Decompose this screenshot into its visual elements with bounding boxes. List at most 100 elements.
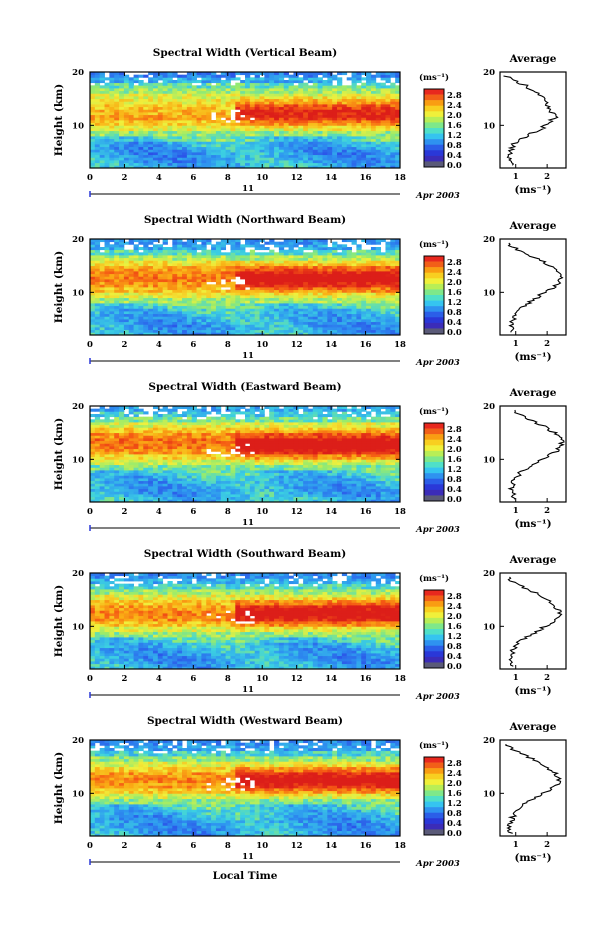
heatmap-cell <box>346 136 352 140</box>
heatmap-cell <box>380 239 386 243</box>
x-tick-label: 8 <box>225 173 231 183</box>
heatmap-cell <box>249 289 256 293</box>
heatmap-cell <box>172 117 178 121</box>
heatmap-cell <box>307 149 314 153</box>
colorbar-tick-label: 1.2 <box>447 131 462 141</box>
heatmap-cell <box>240 260 246 264</box>
heatmap-cell <box>269 263 275 267</box>
heatmap-cell <box>196 327 202 331</box>
heatmap-cell <box>211 74 217 78</box>
heatmap-cell <box>186 329 193 333</box>
heatmap-cell <box>119 416 125 420</box>
heatmap-cell <box>177 321 183 325</box>
heatmap-cell <box>390 265 396 269</box>
heatmap-cell <box>307 316 314 320</box>
heatmap-cell <box>211 101 217 105</box>
heatmap-cell <box>138 122 144 126</box>
heatmap-cell <box>128 117 134 121</box>
heatmap-cell <box>94 332 101 336</box>
heatmap-cell <box>211 122 217 126</box>
heatmap-cell <box>346 98 352 102</box>
heatmap-cell <box>94 77 101 81</box>
heatmap-cell <box>366 138 372 142</box>
heatmap-cell <box>351 74 357 78</box>
heatmap-cell <box>245 244 251 248</box>
heatmap-cell <box>114 255 120 259</box>
heatmap-cell <box>162 308 168 312</box>
heatmap-cell <box>361 308 367 312</box>
heatmap-cell <box>385 114 391 118</box>
heatmap-cell <box>172 268 178 272</box>
heatmap-cell <box>186 112 193 116</box>
heatmap-cell <box>186 327 193 331</box>
heatmap-cell <box>220 311 227 315</box>
heatmap-cell <box>196 90 202 94</box>
heatmap-cell <box>312 300 319 304</box>
heatmap-cell <box>196 332 202 336</box>
heatmap-cell <box>162 239 168 243</box>
heatmap-cell <box>283 120 289 124</box>
heatmap-cell <box>211 90 217 94</box>
heatmap-cell <box>167 265 173 269</box>
heatmap-cell <box>245 122 251 126</box>
heatmap-cell <box>274 74 280 78</box>
heatmap-cell <box>351 146 357 150</box>
heatmap-cell <box>303 101 309 105</box>
heatmap-cell <box>152 292 159 296</box>
heatmap-cell <box>94 486 101 490</box>
heatmap-cell <box>133 255 139 259</box>
heatmap-cell <box>312 241 319 245</box>
heatmap-cell <box>94 85 101 89</box>
heatmap-cell <box>298 239 304 243</box>
heatmap-cell <box>94 292 101 296</box>
heatmap-cell <box>90 451 96 455</box>
heatmap-cell <box>167 297 173 301</box>
heatmap-cell <box>322 332 328 336</box>
heatmap-cell <box>385 162 391 166</box>
heatmap-cell <box>220 98 227 102</box>
heatmap-cell <box>235 117 241 121</box>
heatmap-cell <box>322 316 328 320</box>
heatmap-cell <box>133 90 139 94</box>
heatmap-cell <box>196 144 202 148</box>
heatmap-cell <box>206 128 212 132</box>
heatmap-cell <box>123 88 130 92</box>
heatmap-cell <box>109 462 115 466</box>
heatmap-cell <box>254 109 260 113</box>
heatmap-cell <box>370 287 377 291</box>
heatmap-cell <box>94 133 101 137</box>
heatmap-cell <box>148 263 154 267</box>
heatmap-cell <box>274 93 280 97</box>
heatmap-cell <box>225 260 231 264</box>
heatmap-cell <box>157 141 164 145</box>
heatmap-cell <box>380 157 386 161</box>
heatmap-cell <box>278 284 285 288</box>
heatmap-cell <box>293 109 299 113</box>
heatmap-cell <box>288 276 294 280</box>
heatmap-cell <box>283 273 289 277</box>
heatmap-cell <box>196 162 202 166</box>
heatmap-cell <box>259 96 265 100</box>
heatmap-cell <box>109 96 115 100</box>
heatmap-cell <box>283 144 289 148</box>
heatmap-cell <box>356 255 362 259</box>
heatmap-cell <box>182 319 188 323</box>
heatmap-cell <box>128 120 134 124</box>
heatmap-cell <box>138 427 144 431</box>
heatmap-cell <box>148 271 154 275</box>
heatmap-cell <box>370 98 377 102</box>
heatmap-cell <box>123 327 130 331</box>
heatmap-cell <box>303 308 309 312</box>
heatmap-cell <box>337 311 343 315</box>
heatmap-cell <box>94 162 101 166</box>
heatmap-cell <box>211 93 217 97</box>
heatmap-cell <box>104 446 110 450</box>
heatmap-cell <box>254 257 260 261</box>
heatmap-cell <box>264 149 270 153</box>
heatmap-cell <box>235 265 241 269</box>
heatmap-cell <box>172 98 178 102</box>
heatmap-cell <box>366 249 372 253</box>
heatmap-cell <box>269 96 275 100</box>
heatmap-cell <box>293 295 299 299</box>
colorbar-swatch <box>424 100 444 107</box>
